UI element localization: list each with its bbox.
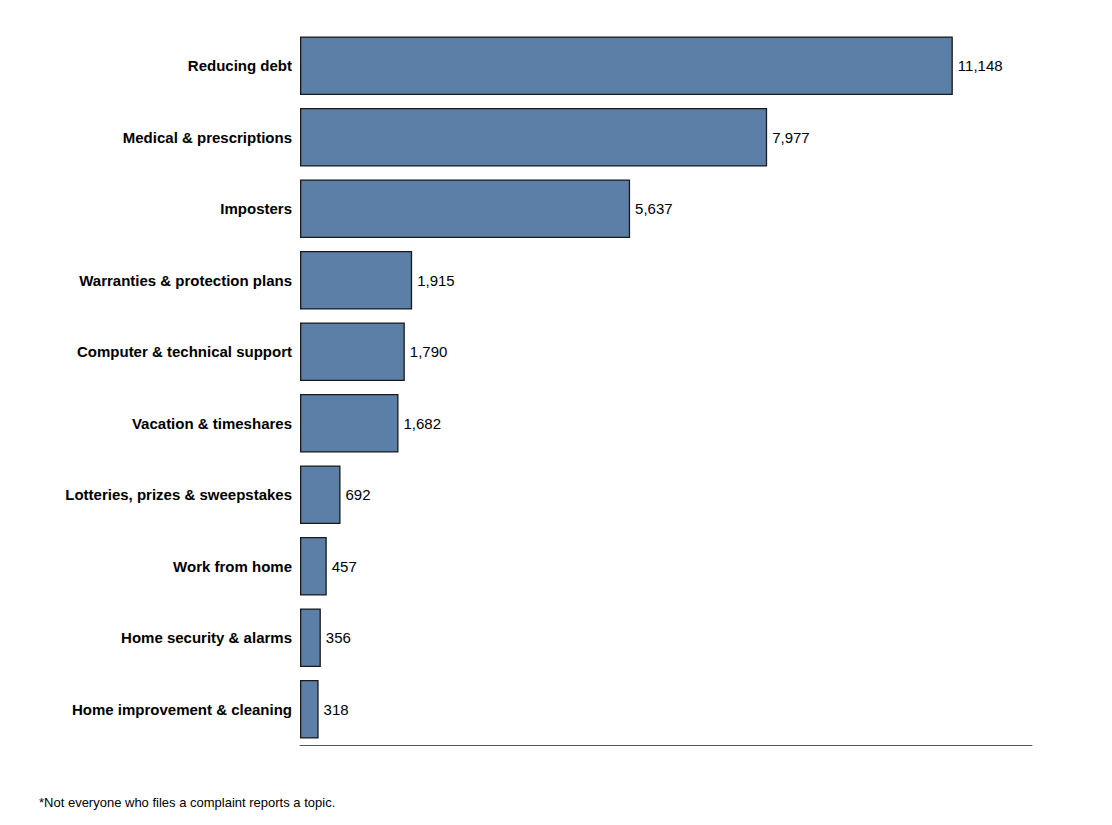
svg-text:Vacation & timeshares: Vacation & timeshares (132, 415, 292, 432)
svg-text:Home security & alarms: Home security & alarms (121, 629, 292, 646)
svg-text:Medical & prescriptions: Medical & prescriptions (123, 129, 292, 146)
svg-text:Imposters: Imposters (220, 200, 292, 217)
svg-text:Warranties & protection plans: Warranties & protection plans (79, 272, 292, 289)
svg-text:Work from home: Work from home (173, 558, 292, 575)
svg-text:1,790: 1,790 (410, 343, 448, 360)
svg-text:1,915: 1,915 (417, 272, 455, 289)
svg-text:7,977: 7,977 (772, 129, 810, 146)
svg-text:318: 318 (324, 701, 349, 718)
svg-text:5,637: 5,637 (635, 200, 673, 217)
svg-text:11,148: 11,148 (958, 57, 1003, 74)
svg-text:Computer & technical support: Computer & technical support (77, 343, 292, 360)
svg-text:Lotteries, prizes & sweepstake: Lotteries, prizes & sweepstakes (65, 486, 292, 503)
svg-text:Home improvement & cleaning: Home improvement & cleaning (72, 701, 292, 718)
svg-text:692: 692 (346, 486, 371, 503)
svg-text:457: 457 (332, 558, 357, 575)
svg-text:Reducing debt: Reducing debt (188, 57, 292, 74)
svg-text:*Not everyone who files a comp: *Not everyone who files a complaint repo… (39, 795, 335, 810)
svg-text:1,682: 1,682 (403, 415, 441, 432)
svg-text:356: 356 (326, 629, 351, 646)
